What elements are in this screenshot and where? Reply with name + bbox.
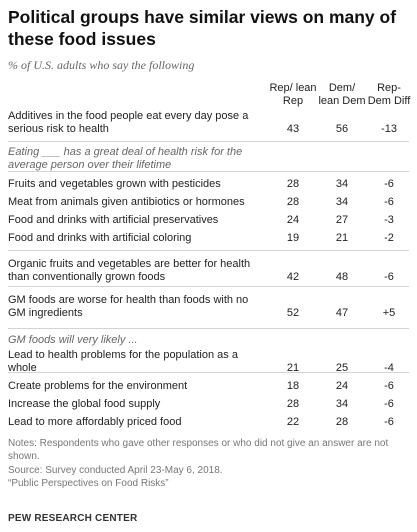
source-text: Source: Survey conducted April 23-May 6,… xyxy=(8,465,223,476)
row-label: Additives in the food people eat every d… xyxy=(8,110,249,135)
row-label: Create problems for the environment xyxy=(8,380,188,392)
row-label: GM foods are worse for health than foods… xyxy=(8,294,249,319)
cell-dem: 56 xyxy=(335,123,349,135)
cell-rep: 24 xyxy=(286,214,300,226)
cell-diff: +5 xyxy=(382,307,396,319)
section-label: Eating ___ has a great deal of health ri… xyxy=(8,146,243,171)
cell-dem: 21 xyxy=(335,232,349,244)
cell-dem: 28 xyxy=(335,416,349,428)
row-label: Food and drinks with artificial preserva… xyxy=(8,214,219,226)
cell-rep: 28 xyxy=(286,196,300,208)
row-label: Lead to health problems for the populati… xyxy=(8,349,238,374)
cell-dem: 24 xyxy=(335,380,349,392)
cell-rep: 52 xyxy=(286,307,300,319)
cell-rep: 21 xyxy=(286,362,300,374)
row-divider xyxy=(8,328,409,329)
section-label: GM foods will very likely ... xyxy=(8,334,138,346)
row-label: Fruits and vegetables grown with pestici… xyxy=(8,178,221,190)
cell-rep: 28 xyxy=(286,398,300,410)
cell-diff: -4 xyxy=(384,362,394,374)
cell-dem: 48 xyxy=(335,271,349,283)
cell-rep: 19 xyxy=(286,232,300,244)
row-divider xyxy=(8,250,409,251)
chart-title: Political groups have similar views on m… xyxy=(8,7,397,49)
cell-dem: 27 xyxy=(335,214,349,226)
column-header-dem: Dem/ lean Dem xyxy=(318,82,366,107)
cell-diff: -13 xyxy=(381,123,397,135)
row-label: Food and drinks with artificial coloring xyxy=(8,232,192,244)
row-divider xyxy=(8,372,409,373)
row-divider xyxy=(8,286,409,287)
cell-dem: 34 xyxy=(335,196,349,208)
cell-dem: 47 xyxy=(335,307,349,319)
row-label: Organic fruits and vegetables are better… xyxy=(8,258,251,283)
cell-diff: -6 xyxy=(384,271,394,283)
cell-rep: 28 xyxy=(286,178,300,190)
column-header-diff: Rep-Dem Diff xyxy=(367,82,411,107)
chart-subtitle: % of U.S. adults who say the following xyxy=(8,58,195,72)
cell-rep: 22 xyxy=(286,416,300,428)
cell-diff: -6 xyxy=(384,380,394,392)
cell-dem: 34 xyxy=(335,398,349,410)
cell-diff: -6 xyxy=(384,196,394,208)
row-divider xyxy=(8,141,409,142)
column-header-rep: Rep/ lean Rep xyxy=(269,82,317,107)
cell-diff: -6 xyxy=(384,178,394,190)
notes-text: Notes: Respondents who gave other respon… xyxy=(8,438,389,462)
cell-diff: -6 xyxy=(384,416,394,428)
cell-rep: 42 xyxy=(286,271,300,283)
cell-rep: 18 xyxy=(286,380,300,392)
cell-rep: 43 xyxy=(286,123,300,135)
row-label: Lead to more affordably priced food xyxy=(8,416,182,428)
row-divider xyxy=(8,171,409,172)
cell-diff: -2 xyxy=(384,232,394,244)
footer-brand: PEW RESEARCH CENTER xyxy=(8,513,138,524)
cell-diff: -6 xyxy=(384,398,394,410)
cell-dem: 25 xyxy=(335,362,349,374)
report-title: “Public Perspectives on Food Risks” xyxy=(8,478,169,489)
row-label: Increase the global food supply xyxy=(8,398,161,410)
cell-dem: 34 xyxy=(335,178,349,190)
row-label: Meat from animals given antibiotics or h… xyxy=(8,196,245,208)
cell-diff: -3 xyxy=(384,214,394,226)
